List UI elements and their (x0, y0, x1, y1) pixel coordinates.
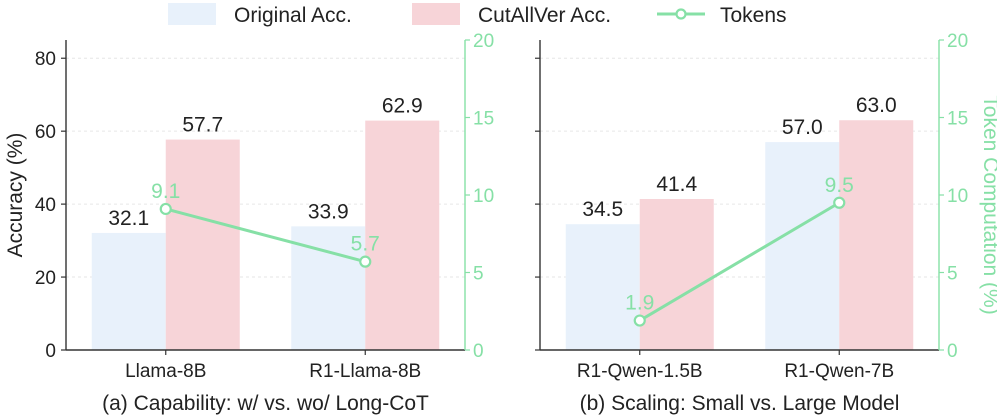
y-axis-title: Accuracy (%) (4, 133, 27, 258)
y2-tick-label: 0 (473, 341, 484, 362)
tokens-marker (833, 196, 846, 209)
tokens-line (165, 207, 366, 264)
bar-value-label: 63.0 (856, 94, 897, 117)
bar-original (291, 226, 366, 350)
bar-value-label: 57.7 (182, 114, 223, 137)
legend-label-cutallver: CutAllVer Acc. (478, 4, 611, 27)
x-tick-label: R1-Qwen-7B (784, 361, 894, 382)
bar-value-label: 57.0 (782, 116, 823, 139)
bar-cutallver (365, 120, 440, 350)
legend-swatch-cutallver (412, 3, 460, 25)
x-tick-label: Llama-8B (125, 361, 206, 382)
y2-tick-label: 5 (473, 264, 484, 285)
bar-value-label: 32.1 (108, 207, 149, 230)
tokens-marker (359, 255, 372, 268)
legend-swatch-original (168, 3, 216, 25)
y2-tick-label: 0 (947, 341, 958, 362)
y-tick-label: 60 (35, 122, 56, 143)
tokens-value-label: 5.7 (351, 233, 380, 256)
bar-cutallver (165, 139, 240, 350)
y-tick-label: 80 (35, 49, 56, 70)
tokens-value-label: 9.5 (825, 174, 854, 197)
panel-b: 0 5 10 15 20 34.5 41.4 R1-Qwen-1.5B 57.0 63.0 R1-Q… (535, 31, 997, 415)
y2-tick-label: 15 (473, 109, 494, 130)
bar-value-label: 41.4 (656, 173, 697, 196)
y2-tick-label: 15 (947, 109, 968, 130)
bar-original (765, 142, 840, 350)
y-tick-label: 0 (45, 341, 56, 362)
panel-caption: (a) Capability: w/ vs. wo/ Long-CoT (102, 392, 429, 415)
tokens-value-label: 1.9 (625, 292, 654, 315)
y2-tick-label: 20 (473, 31, 494, 52)
tokens-marker (633, 314, 646, 327)
bar-original (565, 224, 640, 350)
legend: Original Acc. CutAllVer Acc. Tokens (168, 3, 787, 27)
y2-axis-title: Token Computation (%) (979, 95, 997, 314)
tokens-value-label: 9.1 (151, 180, 180, 203)
y2-tick-label: 20 (947, 31, 968, 52)
x-tick-label: R1-Llama-8B (309, 361, 421, 382)
bar-value-label: 33.9 (308, 200, 349, 223)
bar-value-label: 34.5 (582, 198, 623, 221)
bar-cutallver (839, 120, 914, 350)
y-tick-label: 20 (35, 268, 56, 289)
y2-tick-label: 10 (947, 186, 968, 207)
tokens-marker (159, 202, 172, 216)
bar-original (91, 232, 166, 350)
panel-a: 0 20 40 60 80 0 5 10 15 20 32.1 57.7 Llama-8B 33.9 62.… (4, 31, 494, 415)
y2-tick-label: 10 (473, 186, 494, 207)
x-tick-label: R1-Qwen-1.5B (577, 361, 703, 382)
y-tick-label: 40 (35, 195, 56, 216)
bar-cutallver (639, 199, 714, 350)
bar-value-label: 62.9 (382, 95, 423, 118)
legend-label-original: Original Acc. (234, 4, 352, 27)
legend-swatch-tokens-marker (675, 8, 687, 20)
panel-caption: (b) Scaling: Small vs. Large Model (580, 392, 900, 415)
y2-tick-label: 5 (947, 264, 958, 285)
legend-label-tokens: Tokens (720, 4, 787, 27)
tokens-line (638, 201, 841, 322)
